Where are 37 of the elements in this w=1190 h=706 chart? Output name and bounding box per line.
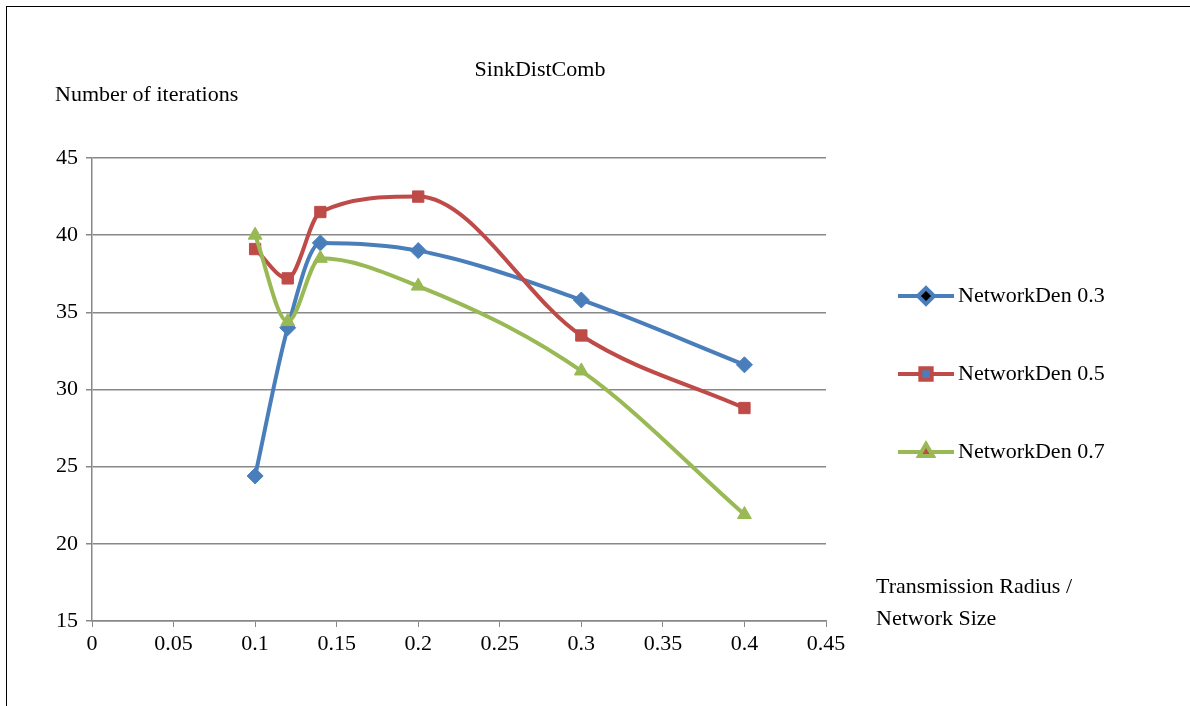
y-axis-title: Number of iterations (55, 80, 239, 106)
x-tick-label: 0.1 (241, 629, 269, 655)
chart-title: SinkDistComb (474, 55, 606, 81)
y-tick-label: 15 (56, 606, 78, 632)
point (572, 291, 590, 309)
legend-label: NetworkDen 0.7 (958, 437, 1105, 463)
y-tick-label: 30 (56, 375, 78, 401)
x-tick-label: 0 (86, 629, 98, 655)
point (280, 313, 296, 327)
y-tick-label: 45 (56, 143, 78, 169)
point (737, 506, 752, 520)
y-tick-label: 40 (56, 220, 78, 246)
point (281, 272, 294, 285)
legend-label: NetworkDen 0.3 (958, 281, 1105, 307)
x-tick-label: 0.25 (480, 629, 520, 655)
legend-label: NetworkDen 0.5 (958, 359, 1105, 385)
point (246, 467, 264, 485)
x-tick-label: 0.3 (567, 629, 596, 655)
y-tick-label: 20 (56, 529, 78, 555)
point (735, 356, 753, 374)
point (311, 234, 329, 252)
x-axis-title: Transmission Radius / Network Size (876, 572, 1073, 630)
point (575, 329, 588, 342)
x-tick-label: 0.4 (730, 629, 759, 655)
x-tick-label: 0.45 (806, 629, 846, 655)
point (314, 205, 327, 219)
y-tick-label: 35 (56, 298, 78, 324)
point (573, 362, 589, 376)
point (409, 242, 427, 260)
x-tick-label: 0.35 (643, 629, 683, 655)
point (738, 401, 751, 415)
x-tick-label: 0.05 (154, 629, 193, 655)
x-tick-label: 0.15 (317, 629, 356, 655)
point (410, 277, 426, 291)
point (412, 190, 425, 203)
x-tick-label: 0.2 (404, 629, 432, 655)
y-tick-label: 25 (56, 452, 78, 478)
